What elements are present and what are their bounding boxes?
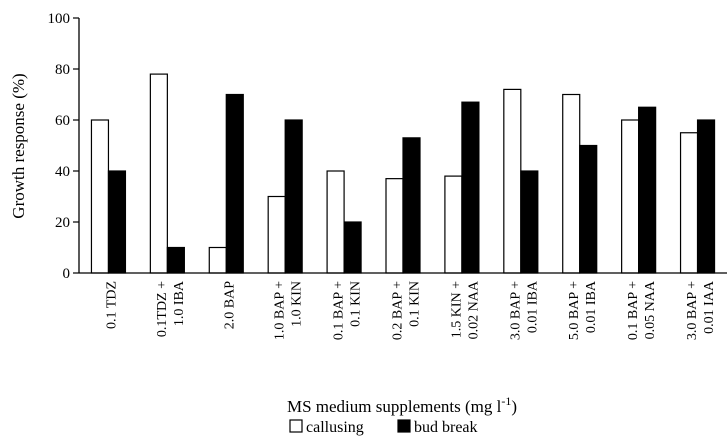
bar-callusing — [562, 93, 581, 274]
bar-bud-break — [343, 221, 362, 274]
x-tick-label-line: 3.0 BAP + — [685, 281, 700, 340]
x-axis-title-close: ) — [511, 397, 517, 416]
y-tick-label: 100 — [48, 11, 71, 27]
y-axis-title: Growth response (%) — [9, 73, 28, 218]
x-tick-label-line: 0.1TDZ + — [155, 281, 170, 337]
bar-callusing — [679, 132, 699, 274]
bar-bud-break — [461, 101, 480, 274]
x-tick-label-line: 0.1 BAP + — [332, 281, 347, 340]
y-tick-label: 40 — [55, 164, 70, 180]
x-tick-label-line: 0.01 IBA — [584, 280, 599, 333]
bar-callusing — [444, 175, 463, 274]
legend: callusing bud break — [289, 419, 478, 436]
x-tick-label-line: 3.0 BAP + — [508, 281, 523, 340]
legend-label-bud-break: bud break — [414, 419, 478, 436]
x-tick-label-line: 0.2 BAP + — [391, 281, 406, 340]
x-tick-label-line: 0.1 KIN — [408, 281, 423, 327]
x-axis: 0.1 TDZ 0.1TDZ +1.0 IBA 2.0 BAP 1.0 BAP +1.… — [79, 272, 727, 340]
x-tick-label-line: 0.1 TDZ — [104, 281, 119, 329]
bar-callusing — [385, 178, 404, 274]
legend-swatch-callusing — [289, 419, 303, 433]
y-tick-label: 60 — [55, 113, 70, 129]
bar-bud-break — [638, 106, 657, 274]
x-tick-label: 0.1 TDZ — [104, 281, 119, 329]
x-tick-label-line: 1.0 BAP + — [273, 281, 288, 340]
x-tick-label: 0.1 BAP +0.05 NAA — [626, 280, 658, 340]
x-tick-label-line: 2.0 BAP — [222, 281, 237, 329]
bar-callusing — [90, 119, 110, 274]
bar-bud-break — [284, 119, 303, 274]
bar-callusing — [267, 195, 286, 274]
bars — [90, 73, 716, 274]
bar-bud-break — [225, 93, 244, 274]
x-tick-label-line: 1.0 IBA — [172, 280, 187, 326]
legend-swatch-bud-break — [397, 419, 411, 433]
x-tick-label: 2.0 BAP — [222, 281, 237, 329]
y-axis: 0 20 40 60 80 100 — [48, 11, 80, 282]
bar-bud-break — [696, 119, 716, 274]
x-tick-label: 0.1TDZ +1.0 IBA — [155, 280, 187, 337]
bar-callusing — [326, 170, 345, 274]
x-tick-label-line: 1.5 KIN + — [449, 281, 464, 338]
bar-callusing — [208, 246, 227, 274]
y-tick-label: 80 — [55, 62, 70, 78]
x-tick-label-line: 0.1 BAP + — [626, 281, 641, 340]
x-tick-label: 1.5 KIN +0.02 NAA — [449, 280, 481, 339]
x-tick-label: 1.0 BAP +1.0 KIN — [273, 281, 305, 340]
x-tick-label-line: 5.0 BAP + — [567, 281, 582, 340]
legend-label-callusing: callusing — [306, 419, 364, 436]
bar-bud-break — [402, 137, 421, 274]
x-tick-label: 0.1 BAP +0.1 KIN — [332, 281, 364, 340]
x-tick-label-line: 1.0 KIN — [290, 281, 305, 327]
x-tick-label-line: 0.05 NAA — [643, 280, 658, 339]
bar-callusing — [149, 73, 168, 274]
bar-callusing — [621, 119, 640, 274]
x-tick-label-line: 0.1 KIN — [349, 281, 364, 327]
x-axis-title-main: MS medium supplements (mg l — [287, 397, 502, 416]
bar-bud-break — [107, 170, 127, 274]
y-tick-label: 20 — [55, 215, 70, 231]
bar-callusing — [503, 88, 522, 274]
bar-bud-break — [166, 246, 185, 274]
x-tick-label: 3.0 BAP +0.01 IAA — [685, 280, 717, 340]
x-tick-label-line: 0.01 IBA — [525, 280, 540, 333]
bar-bud-break — [520, 170, 539, 274]
x-axis-title-sup: -1 — [501, 394, 511, 408]
x-tick-label: 0.2 BAP +0.1 KIN — [391, 281, 423, 340]
x-tick-label-line: 0.02 NAA — [466, 280, 481, 339]
y-tick-label: 0 — [63, 266, 71, 282]
x-tick-label-line: 0.01 IAA — [702, 280, 717, 334]
bar-bud-break — [579, 144, 598, 274]
x-tick-label: 3.0 BAP +0.01 IBA — [508, 280, 540, 340]
x-tick-label: 5.0 BAP +0.01 IBA — [567, 280, 599, 340]
x-axis-title: MS medium supplements (mg l-1) — [287, 394, 517, 416]
